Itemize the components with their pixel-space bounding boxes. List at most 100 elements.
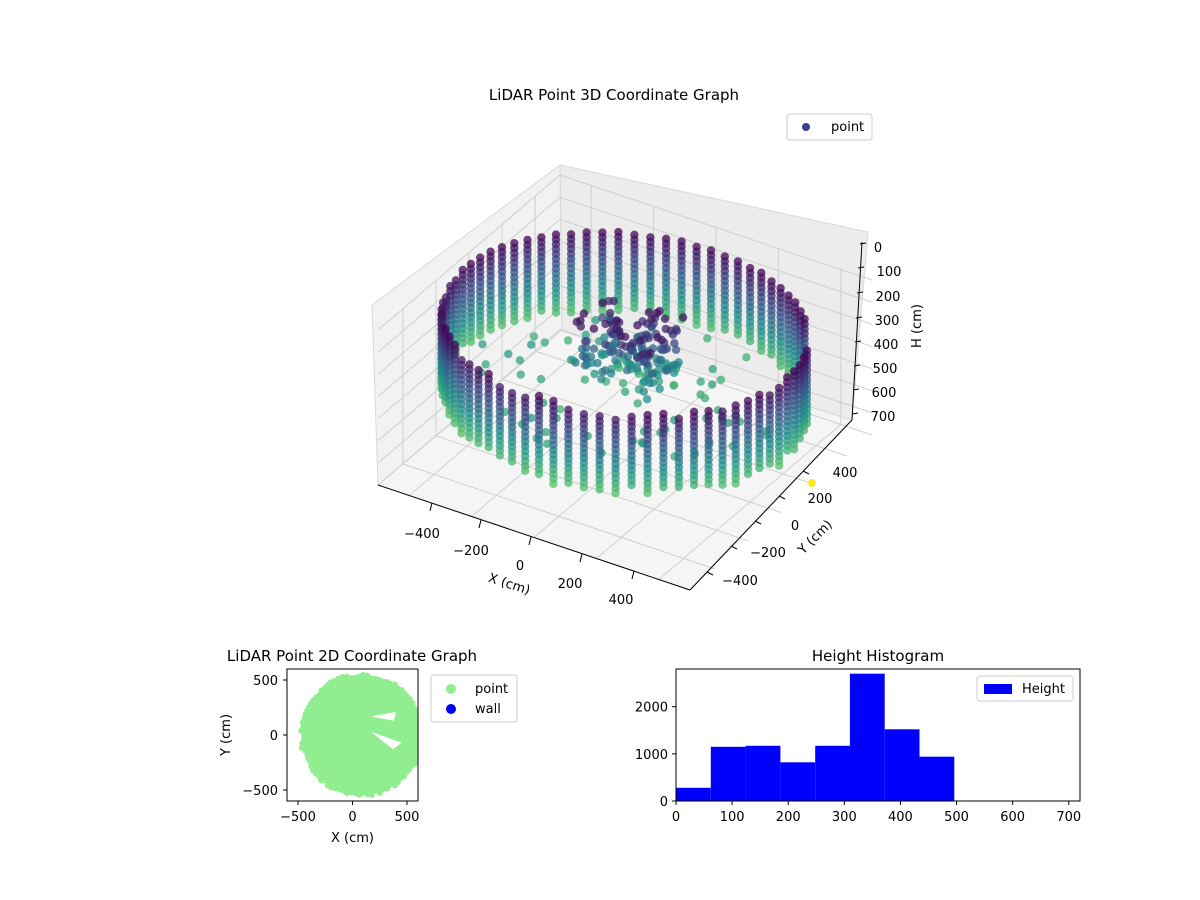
lidar-point [611,488,620,498]
scatter-2d-point [343,673,350,680]
lidar-point [450,418,459,428]
x-tick-label: −500 [280,810,316,825]
legend-marker-point [446,684,456,694]
lidar-point [566,308,576,317]
histogram-bars [676,673,955,801]
lidar-point [605,347,615,356]
lidar-point [767,350,776,359]
z-tick [852,388,860,391]
lidar-point [646,348,655,358]
lidar-point [495,451,505,460]
lidar-point [595,485,604,494]
lidar-point [598,298,607,308]
lidar-point [655,384,664,393]
lidar-point [668,330,678,339]
lidar-point [521,466,530,475]
histogram: Height Histogram 0 100 200 300 400 500 600 7000… [635,647,1081,825]
lidar-point [718,480,727,489]
y-tick-label: −500 [242,784,278,799]
x-tick [579,553,583,563]
x-tick-label: 500 [944,810,969,825]
lidar-point [571,358,580,367]
plot-2d-title: LiDAR Point 2D Coordinate Graph [227,647,477,665]
z-tick [851,412,859,415]
lidar-point [601,340,610,349]
x-tick [429,502,433,512]
scatter-2d-point [368,792,375,798]
lidar-point [692,320,701,329]
lidar-point [638,350,648,359]
scatter-2d-point [299,740,306,747]
legend-marker-wall [446,704,456,714]
lidar-point [653,333,662,342]
lidar-point [655,355,664,365]
x-tick [528,536,532,546]
z-ticks-3d: 0 100 200 300 400 500 600 700 H (cm) [851,241,925,425]
lidar-point [647,314,656,324]
outlier-point [808,479,816,487]
lidar-point [510,316,519,326]
lidar-point [529,332,539,341]
lidar-point [647,369,657,378]
x-ticks-3d: −400 −200 0 200 400 X (cm) [404,502,635,608]
lidar-point [504,349,513,359]
lidar-point [669,381,678,390]
lidar-point [497,320,507,330]
y-tick-label: 500 [253,674,278,689]
lidar-point [642,395,652,404]
x-tick [478,519,482,529]
legend-3d: point [786,113,873,141]
scatter-2d-point [372,788,379,794]
lidar-point [633,399,642,408]
lidar-point [541,427,550,437]
x-tick-label: 400 [888,810,913,825]
lidar-point [700,394,710,403]
histogram-bar [745,745,781,801]
z-tick [855,316,863,319]
lidar-point [457,429,466,438]
lidar-point [652,308,662,318]
y-tick-label: 2000 [635,701,668,716]
x-tick-label: 400 [609,593,634,608]
lidar-point [598,306,607,315]
scatter-2d-point [415,752,418,759]
legend-marker-height [984,684,1012,694]
lidar-point [627,480,636,490]
lidar-point [507,457,517,466]
z-tick-label: 500 [873,362,898,377]
grid-line [377,196,873,353]
lidar-point [669,368,679,378]
x-tick-label: −400 [404,527,440,542]
lidar-point [540,338,549,347]
scatter-2d-point [318,777,324,784]
x-tick [631,570,635,580]
lidar-point [579,309,589,318]
lidar-point [742,353,751,362]
y-tick [730,545,738,550]
lidar-point [643,488,652,498]
z-tick [853,364,861,367]
y-axis-line [689,419,853,591]
histogram-bar [780,762,816,801]
scatter-2d-point [322,777,329,784]
y-tick-label: 0 [791,519,799,534]
lidar-point [628,338,637,348]
scatter-2d-point [348,675,355,682]
z-tick-label: 700 [871,410,896,425]
x-tick-label: 0 [516,559,524,574]
legend-marker-point [802,123,810,131]
scatter-2d-point [415,740,418,747]
lidar-point [466,337,476,347]
histogram-title: Height Histogram [812,647,944,665]
histogram-bar [884,729,920,801]
lidar-point [534,469,544,479]
lidar-point [789,445,799,454]
z-tick [857,266,865,269]
legend-3d-box [786,113,873,141]
lidar-point [731,479,740,488]
legend-hist: Height [976,675,1074,702]
lidar-point [580,361,590,370]
lidar-point [660,314,670,323]
lidar-point [621,342,631,351]
z-tick [856,291,864,294]
